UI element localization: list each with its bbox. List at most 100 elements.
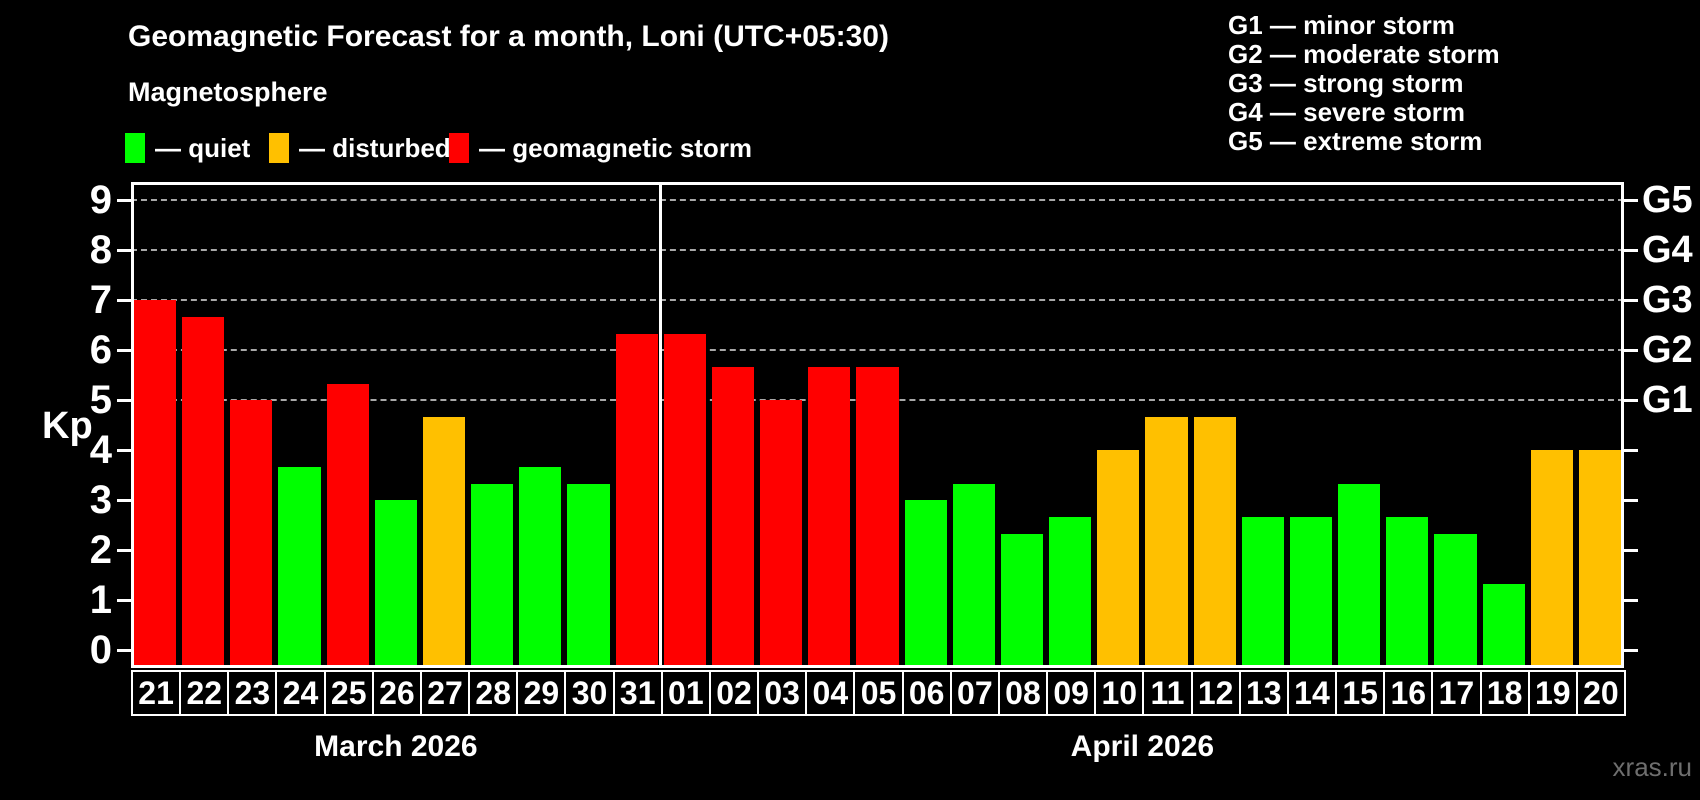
storm-swatch (449, 133, 469, 163)
day-label-cell: 09 (1046, 670, 1097, 716)
kp-bar (230, 400, 273, 668)
kp-bar (952, 483, 995, 668)
day-label-cell: 18 (1479, 670, 1530, 716)
day-label-cell: 23 (227, 670, 278, 716)
day-label-cell: 11 (1142, 670, 1193, 716)
kp-bar (1434, 533, 1477, 668)
g-axis-label: G1 (1642, 379, 1693, 421)
storm-label: — geomagnetic storm (479, 133, 753, 163)
y-axis-tick-label: 9 (89, 178, 112, 222)
day-label-cell: 12 (1190, 670, 1241, 716)
month-separator-line (659, 182, 663, 668)
y-tick-right (1624, 598, 1638, 602)
y-tick-left (117, 348, 131, 352)
y-axis-tick-label: 5 (89, 378, 112, 422)
month-label-april: April 2026 (1070, 730, 1215, 763)
legend-item-quiet: — quiet (125, 133, 250, 163)
kp-bar (374, 500, 417, 668)
day-label-cell: 03 (757, 670, 808, 716)
day-label-cell: 24 (275, 670, 326, 716)
kp-bar (519, 466, 562, 668)
legend-item-disturbed: — disturbed (269, 133, 451, 163)
kp-bar (1193, 416, 1236, 668)
g3-legend-line: G3 — strong storm (1228, 68, 1464, 98)
magnetosphere-subtitle: Magnetosphere (128, 77, 328, 107)
y-tick-left (117, 498, 131, 502)
y-gridline (131, 249, 1624, 251)
day-label-cell: 19 (1527, 670, 1578, 716)
y-tick-right (1624, 298, 1638, 302)
day-label-cell: 31 (612, 670, 663, 716)
day-label-cell: 26 (371, 670, 422, 716)
disturbed-swatch (269, 133, 289, 163)
y-axis-tick-label: 7 (89, 278, 112, 322)
y-tick-left (117, 398, 131, 402)
y-tick-left (117, 548, 131, 552)
day-label-cell: 21 (131, 670, 182, 716)
watermark: xras.ru (1612, 752, 1692, 782)
g-axis-label: G3 (1642, 279, 1693, 321)
y-tick-right (1624, 248, 1638, 252)
y-gridline (131, 299, 1624, 301)
kp-bar (711, 366, 755, 668)
y-tick-right (1624, 398, 1638, 402)
legend-item-storm: — geomagnetic storm (449, 133, 752, 163)
y-tick-left (117, 448, 131, 452)
g5-legend-line: G5 — extreme storm (1228, 126, 1483, 156)
day-label-cell: 13 (1238, 670, 1289, 716)
day-label-cell: 30 (564, 670, 615, 716)
g-scale-legend: G1 — minor storm G2 — moderate storm G3 … (1228, 11, 1500, 156)
kp-bar (1049, 516, 1092, 668)
y-tick-right (1624, 198, 1638, 202)
disturbed-label: — disturbed (299, 133, 451, 163)
day-label-cell: 28 (468, 670, 519, 716)
kp-bar (1241, 516, 1284, 668)
y-gridline (131, 349, 1624, 351)
g-axis-label: G4 (1642, 229, 1693, 271)
y-tick-left (117, 248, 131, 252)
day-label-cell: 14 (1286, 670, 1338, 716)
day-label-cell: 01 (660, 670, 711, 716)
kp-bar (422, 416, 466, 668)
g-axis-label: G2 (1642, 329, 1693, 371)
day-label-cell: 05 (853, 670, 904, 716)
day-label-cell: 07 (949, 670, 1000, 716)
plot-area (131, 182, 1624, 668)
day-label-cell: 02 (708, 670, 760, 716)
y-gridline (131, 199, 1624, 201)
kp-bar (1386, 516, 1429, 668)
kp-bar (567, 483, 610, 668)
kp-bar (1097, 450, 1140, 668)
kp-bar (182, 316, 225, 668)
quiet-label: — quiet (155, 133, 251, 163)
y-tick-right (1624, 648, 1638, 652)
y-tick-left (117, 198, 131, 202)
day-label-cell: 27 (419, 670, 471, 716)
kp-bar (1578, 450, 1621, 668)
y-tick-left (117, 598, 131, 602)
g2-legend-line: G2 — moderate storm (1228, 39, 1500, 69)
kp-bar (615, 333, 658, 668)
month-label-march: March 2026 (314, 730, 478, 763)
y-axis-tick-label: 8 (89, 228, 112, 272)
kp-bar (326, 383, 369, 668)
y-tick-left (117, 298, 131, 302)
y-axis-tick-label: 6 (89, 328, 112, 372)
kp-bar (471, 483, 514, 668)
y-axis-tick-label: 4 (89, 428, 112, 472)
day-label-cell: 25 (323, 670, 374, 716)
chart-title: Geomagnetic Forecast for a month, Loni (… (128, 20, 889, 53)
kp-bar (663, 333, 706, 668)
y-axis-tick-label: 3 (89, 478, 112, 522)
kp-bar (904, 500, 947, 668)
day-label-cell: 22 (179, 670, 230, 716)
kp-bar (1289, 516, 1333, 668)
y-tick-right (1624, 548, 1638, 552)
day-label-cell: 20 (1575, 670, 1626, 716)
kp-bar (1338, 483, 1381, 668)
day-label-cell: 06 (901, 670, 952, 716)
g1-legend-line: G1 — minor storm (1228, 10, 1455, 40)
y-axis-title: Kp (42, 405, 93, 447)
day-label-cell: 16 (1383, 670, 1434, 716)
